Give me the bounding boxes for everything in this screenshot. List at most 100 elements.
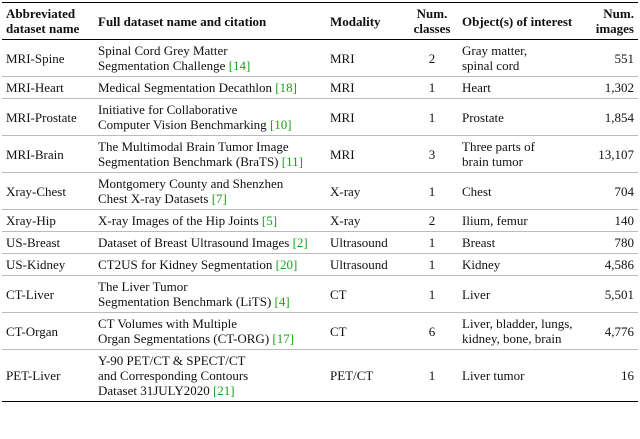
citation: [17] <box>272 331 295 346</box>
dataset-abbrev: CT-Liver <box>2 275 94 313</box>
full-name-line: X-ray Images of the Hip Joints [5] <box>98 213 278 228</box>
num-classes: 3 <box>406 135 458 173</box>
full-name-line: Organ Segmentations (CT-ORG) [17] <box>98 331 295 346</box>
full-name-line: Dataset of Breast Ultrasound Images [2] <box>98 235 308 250</box>
dataset-abbrev: Xray-Chest <box>2 172 94 210</box>
full-name-line: Medical Segmentation Decathlon [18] <box>98 80 297 95</box>
full-name-line: Dataset 31JULY2020 [21] <box>98 383 235 398</box>
citation: [4] <box>274 294 290 309</box>
full-name: Montgomery County and Shenzhen Chest X-ra… <box>94 172 326 210</box>
num-classes: 1 <box>406 76 458 99</box>
table-row: CT-Liver The Liver Tumor Segmentation Benc… <box>2 275 638 313</box>
column-header: Num. classes <box>406 2 458 40</box>
table-row: US-Kidney CT2US for Kidney Segmentation [… <box>2 253 638 276</box>
num-classes: 1 <box>406 275 458 313</box>
object-line: Kidney <box>462 257 501 272</box>
full-name-line: Chest X-ray Datasets [7] <box>98 191 227 206</box>
citation: [18] <box>275 80 297 95</box>
table-row: MRI-Prostate Initiative for Collaborative… <box>2 98 638 136</box>
object-line: Liver, bladder, lungs, <box>462 316 573 331</box>
objects: Heart <box>458 76 580 99</box>
table-row: MRI-Brain The Multimodal Brain Tumor Imag… <box>2 135 638 173</box>
column-header: Object(s) of interest <box>458 2 580 40</box>
header-line: Object(s) of interest <box>462 13 573 29</box>
column-header: Abbreviated dataset name <box>2 2 94 40</box>
table-row: PET-Liver Y-90 PET/CT & SPECT/CT and Corre… <box>2 349 638 402</box>
dataset-abbrev: PET-Liver <box>2 349 94 402</box>
column-header: Full dataset name and citation <box>94 2 326 40</box>
column-header: Modality <box>326 2 406 40</box>
num-classes: 2 <box>428 50 436 66</box>
full-name-line: Y-90 PET/CT & SPECT/CT <box>98 353 246 368</box>
modality: MRI <box>330 50 355 66</box>
full-name-line: Segmentation Benchmark (LiTS) [4] <box>98 294 290 309</box>
object-line: Ilium, femur <box>462 213 528 228</box>
objects: Chest <box>458 172 580 210</box>
objects: Three parts of brain tumor <box>458 135 580 173</box>
full-name-line: and Corresponding Contours <box>98 368 249 383</box>
modality: MRI <box>326 135 406 173</box>
citation: [10] <box>269 117 292 132</box>
full-name-line: Spinal Cord Grey Matter <box>98 43 228 58</box>
objects: Prostate <box>458 98 580 136</box>
full-name: CT Volumes with Multiple Organ Segmentati… <box>94 312 326 350</box>
full-name: Medical Segmentation Decathlon [18] <box>94 76 326 99</box>
num-classes: 1 <box>406 253 458 276</box>
full-name: The Liver Tumor Segmentation Benchmark (L… <box>94 275 326 313</box>
citation: [7] <box>211 191 227 206</box>
header-line: images <box>595 21 634 36</box>
num-images: 780 <box>580 231 638 254</box>
num-classes: 2 <box>406 209 458 232</box>
modality: CT <box>326 312 406 350</box>
modality: Ultrasound <box>326 253 406 276</box>
table-row: Xray-Hip X-ray Images of the Hip Joints [… <box>2 209 638 232</box>
full-name-line: CT Volumes with Multiple <box>98 316 238 331</box>
full-name-line: Montgomery County and Shenzhen <box>98 176 284 191</box>
full-name-line: Segmentation Benchmark (BraTS) [11] <box>98 154 303 169</box>
full-name: The Multimodal Brain Tumor Image Segmenta… <box>94 135 326 173</box>
object-line: Heart <box>462 80 491 95</box>
table-row: MRI-Spine Spinal Cord Grey Matter Segmenta… <box>2 40 638 77</box>
header-line: Num. <box>416 6 448 21</box>
objects: Liver tumor <box>458 349 580 402</box>
header-line: Num. <box>603 6 634 21</box>
num-classes: 1 <box>406 98 458 136</box>
citation: [11] <box>281 154 303 169</box>
column-header: Num. images <box>580 2 638 40</box>
full-name-line: Computer Vision Benchmarking [10] <box>98 117 292 132</box>
header-line: Modality <box>330 13 381 29</box>
citation: [21] <box>212 383 235 398</box>
num-images: 4,776 <box>580 312 638 350</box>
full-name: CT2US for Kidney Segmentation [20] <box>94 253 326 276</box>
citation: [2] <box>292 235 308 250</box>
modality: Ultrasound <box>326 231 406 254</box>
num-classes: 1 <box>406 231 458 254</box>
num-images: 16 <box>580 349 638 402</box>
num-classes: 1 <box>406 349 458 402</box>
citation: [20] <box>275 257 298 272</box>
dataset-abbrev: MRI-Prostate <box>2 98 94 136</box>
object-line: Liver <box>462 286 491 302</box>
objects: Liver, bladder, lungs, kidney, bone, brai… <box>458 312 580 350</box>
full-name-line: The Multimodal Brain Tumor Image <box>98 139 289 154</box>
dataset-abbrev: MRI-Spine <box>6 50 65 66</box>
modality: CT <box>326 275 406 313</box>
objects: Gray matter, spinal cord <box>458 40 580 77</box>
full-name: Dataset of Breast Ultrasound Images [2] <box>94 231 326 254</box>
object-line: Three parts of <box>462 139 535 154</box>
num-classes: 6 <box>406 312 458 350</box>
full-name: X-ray Images of the Hip Joints [5] <box>94 209 326 232</box>
dataset-abbrev: US-Breast <box>2 231 94 254</box>
header-line: classes <box>413 21 451 36</box>
full-name: Y-90 PET/CT & SPECT/CT and Corresponding … <box>94 349 326 402</box>
objects: Ilium, femur <box>458 209 580 232</box>
table-row: Xray-Chest Montgomery County and Shenzhen… <box>2 172 638 210</box>
object-line: spinal cord <box>462 58 520 73</box>
objects: Breast <box>458 231 580 254</box>
full-name-line: CT2US for Kidney Segmentation [20] <box>98 257 298 272</box>
full-name-line: Segmentation Challenge [14] <box>98 58 251 73</box>
full-name-line: Initiative for Collaborative <box>98 102 238 117</box>
dataset-abbrev: Xray-Hip <box>2 209 94 232</box>
dataset-abbrev: CT-Organ <box>2 312 94 350</box>
